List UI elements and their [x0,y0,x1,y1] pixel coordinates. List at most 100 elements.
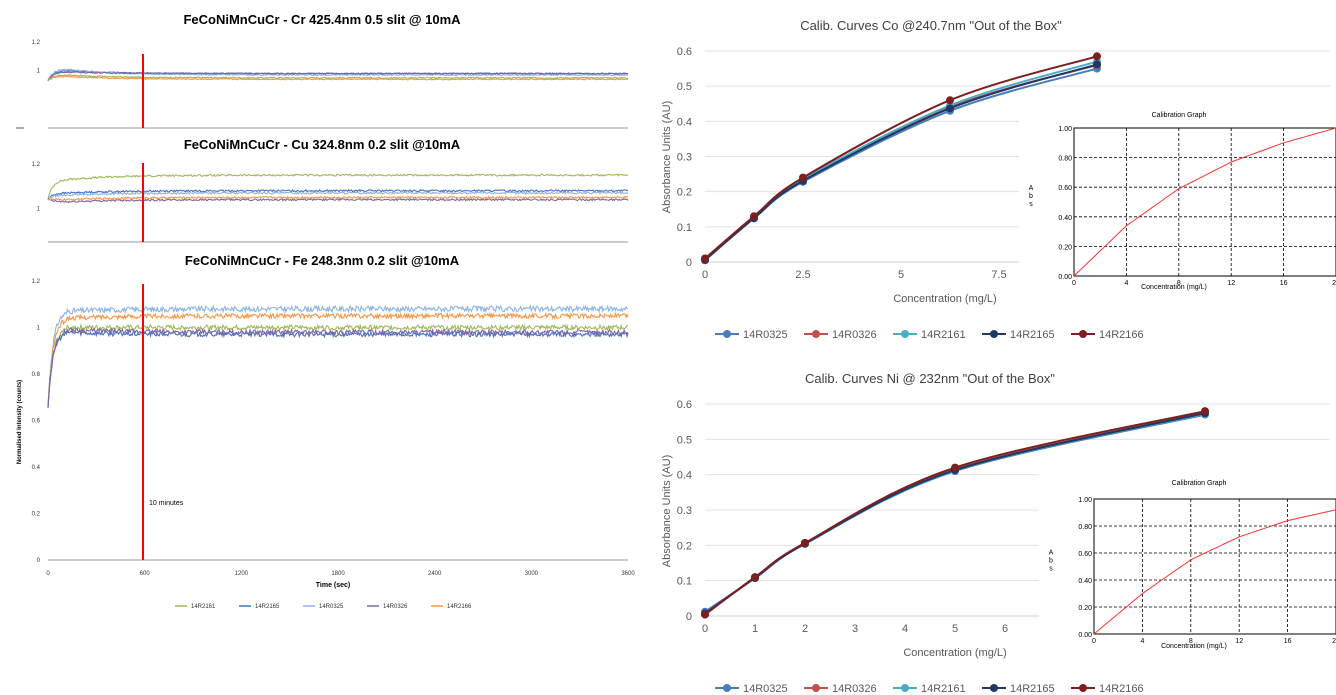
ni-inset-title: Calibration Graph [1172,480,1227,487]
fe-marker-annotation: 10 minutes [149,500,184,507]
ni-data-point [701,610,709,619]
co-data-point [1093,52,1101,61]
fe-y-axis-label: Normalised Intensity (counts) [17,380,23,464]
co-legend-label: 14R2165 [1010,329,1055,341]
co-inset-y-tick-label: 0.40 [1058,215,1072,222]
cu-y-tick-label: 1.2 [32,162,41,168]
fe-x-tick-label: 2400 [428,571,442,577]
ni-legend-marker [990,684,998,692]
cu-y-tick-label: 1 [37,207,41,213]
ni-y-tick-label: 0.1 [677,576,692,588]
ni-y-tick-label: 0.5 [677,434,692,446]
ni-legend-marker [723,684,731,692]
cr-series-line [47,70,629,81]
co-data-point [946,96,954,105]
fe-y-tick-label: 0.6 [32,419,41,425]
co-x-tick-label: 5 [898,269,904,281]
cu-series-line [47,195,629,202]
co-x-tick-label: 2.5 [795,269,810,281]
co-data-point [1093,60,1101,69]
co-inset-y-axis-label: A [1029,185,1034,192]
ni-legend-label: 14R2166 [1099,683,1144,695]
co-y-tick-label: 0.3 [677,152,692,164]
fe-series-line [47,328,629,409]
ni-inset-x-tick-label: 4 [1140,638,1144,645]
fe-x-tick-label: 3000 [525,571,539,577]
ni-calibration-chart: Calib. Curves Ni @ 232nm "Out of the Box… [661,371,1336,695]
co-data-point [799,173,807,182]
ni-data-point [1201,407,1209,416]
ni-legend-marker [901,684,909,692]
ni-x-tick-label: 3 [852,623,858,635]
co-x-tick-label: 0 [702,269,708,281]
co-y-tick-label: 0 [686,257,692,269]
cu-stability-chart: FeCoNiMnCuCr - Cu 324.8nm 0.2 slit @10mA… [32,137,629,243]
fe-series-line [47,323,629,405]
co-y-tick-label: 0.2 [677,187,692,199]
cr-series-line [47,73,628,81]
ni-inset-y-tick-label: 0.00 [1078,632,1092,639]
co-x-axis-label: Concentration (mg/L) [893,293,996,305]
co-inset-title: Calibration Graph [1152,112,1207,119]
ni-inset-background [1039,472,1336,661]
co-inset-y-tick-label: 0.20 [1058,244,1072,251]
fe-y-tick-label: 1.2 [32,279,41,285]
cu-chart-title: FeCoNiMnCuCr - Cu 324.8nm 0.2 slit @10mA [184,137,461,152]
co-inset-x-tick-label: 8 [1177,280,1181,287]
co-y-axis-label: Absorbance Units (AU) [661,101,673,214]
fe-legend-label: 14R2161 [191,604,216,610]
co-inset-x-tick-label: 4 [1124,280,1128,287]
fe-y-tick-label: 0.2 [32,512,41,518]
cr-chart-title: FeCoNiMnCuCr - Cr 425.4nm 0.5 slit @ 10m… [183,12,461,27]
fe-x-tick-label: 3600 [621,571,635,577]
co-inset-frame [1073,127,1336,277]
ni-inset-x-tick-label: 20 [1332,638,1336,645]
ni-x-tick-label: 1 [752,623,758,635]
co-inset-y-tick-label: 1.00 [1058,126,1072,133]
co-legend-label: 14R2166 [1099,329,1144,341]
fe-y-tick-label: 0 [37,558,41,564]
co-inset-y-tick-label: 0.00 [1058,274,1072,281]
ni-inset-x-tick-label: 0 [1092,638,1096,645]
co-legend-marker [990,330,998,338]
ni-inset-y-tick-label: 0.60 [1078,551,1092,558]
co-legend-label: 14R0325 [743,329,788,341]
fe-y-tick-label: 0.8 [32,372,41,378]
ni-data-point [951,463,959,472]
fe-series-line [47,326,629,408]
ni-y-tick-label: 0.3 [677,505,692,517]
ni-x-axis-label: Concentration (mg/L) [903,647,1006,659]
ni-inset-y-tick-label: 0.80 [1078,524,1092,531]
ni-inset-frame [1093,498,1336,635]
ni-inset-calibration-curve [1093,509,1336,635]
cu-series-line [47,191,629,200]
co-inset-y-tick-label: 0.80 [1058,156,1072,163]
co-legend-label: 14R2161 [921,329,966,341]
cu-series-line [47,197,629,204]
cu-series-line [47,188,628,200]
co-y-tick-label: 0.5 [677,81,692,93]
co-inset-background [1019,104,1336,302]
ni-inset-x-tick-label: 16 [1284,638,1292,645]
fe-chart-title: FeCoNiMnCuCr - Fe 248.3nm 0.2 slit @10mA [185,253,460,268]
co-chart-title: Calib. Curves Co @240.7nm "Out of the Bo… [800,18,1062,33]
fe-series-line [47,311,629,406]
fe-x-tick-label: 600 [140,571,151,577]
fe-y-tick-label: 0.4 [32,465,41,471]
co-inset-x-tick-label: 20 [1332,280,1336,287]
co-inset-y-axis-label: b [1029,193,1033,200]
ni-inset-y-tick-label: 0.20 [1078,605,1092,612]
ni-x-tick-label: 0 [702,623,708,635]
fe-stability-chart: FeCoNiMnCuCr - Fe 248.3nm 0.2 slit @10mA… [17,253,635,610]
co-data-point [701,254,709,263]
co-y-tick-label: 0.4 [677,116,692,128]
ni-legend-label: 14R2165 [1010,683,1055,695]
ni-inset-y-axis-label: A [1049,550,1054,557]
co-legend-label: 14R0326 [832,329,877,341]
co-inset-calibration-curve [1073,127,1336,277]
ni-x-tick-label: 6 [1002,623,1008,635]
co-calibration-chart: Calib. Curves Co @240.7nm "Out of the Bo… [661,18,1336,341]
ni-x-tick-label: 5 [952,623,958,635]
co-inset-x-axis-label: Concentration (mg/L) [1141,284,1207,291]
fe-series-line [47,304,629,407]
